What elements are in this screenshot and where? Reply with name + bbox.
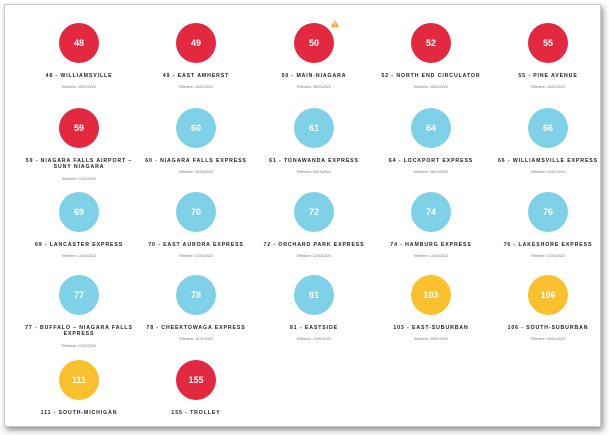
effective-date: Effective: 09/03/2023 [179, 170, 213, 175]
effective-date: Effective: 08/10/2023 [414, 170, 448, 175]
effective-date: Effective: 12/04/2023 [179, 254, 213, 259]
route-card-48[interactable]: 48 48 - WILLIAMSVILLE Effective: 09/01/202… [20, 23, 138, 89]
route-card-74[interactable]: 74 74 - HAMBURG EXPRESS Effective: 12/04/2… [372, 192, 490, 258]
route-card-59[interactable]: 59 59 - NIAGARA FALLS AIRPORT – SUNY NIAG… [20, 108, 138, 181]
route-badge-74[interactable]: 74 [411, 192, 451, 232]
route-name[interactable]: 55 - PINE AVENUE [518, 73, 578, 79]
route-badge-61[interactable]: 61 [294, 108, 334, 148]
route-name[interactable]: 111 - SOUTH-MICHIGAN [40, 410, 118, 416]
effective-date: Effective: 12/01/2020 [62, 343, 96, 348]
effective-date: Effective: 12/01/2020 [179, 85, 213, 90]
route-badge-103[interactable]: 103 [411, 275, 451, 315]
effective-date: Effective: 12/01/2020 [297, 337, 331, 342]
route-card-49[interactable]: 49 49 - EAST AMHERST Effective: 12/01/2020 [137, 23, 255, 89]
route-badge-49[interactable]: 49 [176, 23, 216, 63]
route-name[interactable]: 59 - NIAGARA FALLS AIRPORT – SUNY NIAGAR… [25, 158, 133, 171]
route-badge-60[interactable]: 60 [176, 108, 216, 148]
route-card-61[interactable]: 61 61 - TONAWANDA EXPRESS Effective: 08/10… [255, 108, 373, 174]
route-badge-52[interactable]: 52 [411, 23, 451, 63]
route-card-81[interactable]: 81 81 - EASTSIDE Effective: 12/01/2020 [255, 275, 373, 341]
route-badge-50[interactable]: 50 [294, 19, 340, 63]
route-name[interactable]: 64 - LOCKPORT EXPRESS [388, 158, 474, 164]
route-badge-48[interactable]: 48 [59, 23, 99, 63]
effective-date: Effective: 12/04/2023 [531, 254, 565, 259]
route-card-50[interactable]: 50 50 - MAIN-NIAGARA Effective: 08/31/2020 [255, 19, 373, 90]
effective-date: Effective: 09/01/2023 [414, 337, 448, 342]
effective-date: Effective: 09/01/2023 [531, 337, 565, 342]
route-card-66[interactable]: 66 66 - WILLIAMSVILLE EXPRESS Effective: 1… [489, 108, 600, 175]
route-card-78[interactable]: 78 78 - CHEEKTOWAGA EXPRESS Effective: 11/… [137, 275, 255, 341]
route-badge-77[interactable]: 77 [59, 275, 99, 315]
effective-date: Effective: 11/01/2020 [179, 337, 213, 342]
route-badge-55[interactable]: 55 [528, 23, 568, 63]
route-list-panel: 48 48 - WILLIAMSVILLE Effective: 09/01/202… [4, 4, 601, 427]
route-badge-76[interactable]: 76 [528, 192, 568, 232]
route-card-72[interactable]: 72 72 - ORCHARD PARK EXPRESS Effective: 12… [255, 192, 373, 258]
effective-date: Effective: 12/01/2024 [531, 170, 565, 175]
route-name[interactable]: 76 - LAKESHORE EXPRESS [503, 242, 593, 248]
route-badge-66[interactable]: 66 [528, 108, 568, 148]
route-badge-81[interactable]: 81 [294, 275, 334, 315]
effective-date: Effective: 12/01/2020 [62, 176, 96, 181]
route-card-77[interactable]: 77 77 - BUFFALO – NIAGARA FALLS EXPRESS Ef… [20, 275, 138, 348]
route-card-52[interactable]: 52 52 - NORTH END CIRCULATOR Effective: 08… [372, 23, 490, 89]
route-name[interactable]: 61 - TONAWANDA EXPRESS [269, 158, 359, 164]
route-badge-155[interactable]: 155 [176, 360, 216, 400]
route-card-76[interactable]: 76 76 - LAKESHORE EXPRESS Effective: 12/04… [489, 192, 600, 259]
effective-date: Effective: 08/10/2023 [297, 170, 331, 175]
route-badge-78[interactable]: 78 [176, 275, 216, 315]
route-card-155[interactable]: 155 155 - TROLLEY [137, 360, 255, 416]
route-name[interactable]: 66 - WILLIAMSVILLE EXPRESS [497, 158, 599, 164]
route-name[interactable]: 77 - BUFFALO – NIAGARA FALLS EXPRESS [25, 325, 133, 338]
route-name[interactable]: 50 - MAIN-NIAGARA [281, 73, 347, 79]
route-name[interactable]: 81 - EASTSIDE [289, 325, 339, 331]
effective-date: Effective: 12/03/2020 [297, 254, 331, 259]
route-name[interactable]: 155 - TROLLEY [171, 410, 221, 416]
route-card-111[interactable]: 111 111 - SOUTH-MICHIGAN [20, 360, 138, 416]
route-badge-69[interactable]: 69 [59, 192, 99, 232]
route-name[interactable]: 60 - NIAGARA FALLS EXPRESS [145, 158, 247, 164]
route-badge-106[interactable]: 106 [528, 275, 568, 315]
effective-date: Effective: 12/04/2023 [414, 254, 448, 259]
route-name[interactable]: 48 - WILLIAMSVILLE [45, 73, 113, 79]
route-card-70[interactable]: 70 70 - EAST AURORA EXPRESS Effective: 12/… [137, 192, 255, 258]
route-badge-59[interactable]: 59 [59, 108, 99, 148]
route-grid: 48 48 - WILLIAMSVILLE Effective: 09/01/202… [5, 5, 600, 426]
route-card-103[interactable]: 103 103 - EAST-SUBURBAN Effective: 09/01/2… [372, 275, 490, 341]
route-name[interactable]: 49 - EAST AMHERST [162, 73, 230, 79]
route-name[interactable]: 72 - ORCHARD PARK EXPRESS [263, 242, 365, 248]
route-name[interactable]: 69 - LANCASTER EXPRESS [34, 242, 124, 248]
route-card-69[interactable]: 69 69 - LANCASTER EXPRESS Effective: 12/04… [20, 192, 138, 258]
route-card-106[interactable]: 106 106 - SOUTH-SUBURBAN Effective: 09/01/… [489, 275, 600, 342]
route-name[interactable]: 106 - SOUTH-SUBURBAN [507, 325, 589, 331]
route-card-60[interactable]: 60 60 - NIAGARA FALLS EXPRESS Effective: 0… [137, 108, 255, 174]
route-card-55[interactable]: 55 55 - PINE AVENUE Effective: 12/01/2024 [489, 23, 600, 90]
effective-date: Effective: 08/31/2020 [297, 85, 331, 90]
route-badge-72[interactable]: 72 [294, 192, 334, 232]
warning-icon[interactable] [330, 19, 340, 28]
route-badge-111[interactable]: 111 [59, 360, 99, 400]
route-name[interactable]: 74 - HAMBURG EXPRESS [390, 242, 472, 248]
effective-date: Effective: 12/01/2024 [531, 85, 565, 90]
effective-date: Effective: 08/31/2020 [414, 85, 448, 90]
route-name[interactable]: 52 - NORTH END CIRCULATOR [381, 73, 481, 79]
route-badge-64[interactable]: 64 [411, 108, 451, 148]
effective-date: Effective: 09/01/2020 [62, 85, 96, 90]
effective-date: Effective: 12/04/2023 [62, 254, 96, 259]
route-name[interactable]: 103 - EAST-SUBURBAN [393, 325, 469, 331]
route-card-64[interactable]: 64 64 - LOCKPORT EXPRESS Effective: 08/10/… [372, 108, 490, 174]
route-name[interactable]: 78 - CHEEKTOWAGA EXPRESS [146, 325, 246, 331]
route-badge-70[interactable]: 70 [176, 192, 216, 232]
route-name[interactable]: 70 - EAST AURORA EXPRESS [148, 242, 244, 248]
